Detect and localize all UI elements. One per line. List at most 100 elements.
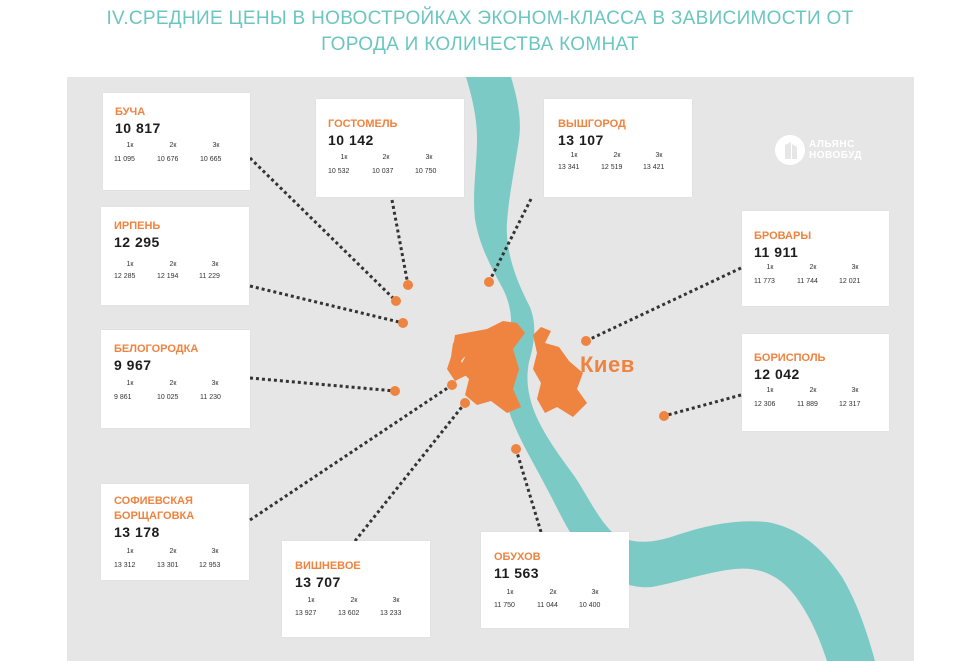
connector-line-brovary <box>585 266 742 343</box>
room-price-1: 9 861 <box>114 394 132 401</box>
room-label-1: 1к <box>766 387 774 394</box>
card-bucha: БУЧА 10 817 1к 2к 3к 11 095 10 676 10 66… <box>103 93 250 190</box>
river-dnieper <box>466 77 875 661</box>
room-label-3: 3к <box>211 261 219 268</box>
room-label-2: 2к <box>169 380 177 387</box>
kiev-city-shape <box>453 321 525 413</box>
map-graphic <box>447 77 875 661</box>
card-name-line-2: БОРЩАГОВКА <box>114 510 195 522</box>
room-label-2: 2к <box>809 387 817 394</box>
building-icon <box>775 135 805 165</box>
room-price-3: 10 400 <box>579 602 601 609</box>
room-price-1: 10 532 <box>328 168 350 175</box>
card-vishnevoe: ВИШНЕВОЕ 13 707 1к 2к 3к 13 927 13 602 1… <box>282 541 430 637</box>
room-price-2: 13 301 <box>157 562 179 569</box>
card-price: 10 817 <box>115 120 161 136</box>
location-dot-brovary <box>581 336 591 346</box>
room-price-3: 12 953 <box>199 562 221 569</box>
room-price-1: 13 341 <box>558 164 580 171</box>
room-price-1: 11 750 <box>494 602 515 609</box>
brand-line-2: НОВОБУД <box>809 150 863 161</box>
room-price-2: 12 519 <box>601 164 623 171</box>
room-price-3: 11 229 <box>199 273 220 280</box>
room-price-1: 12 306 <box>754 401 776 408</box>
location-dot-sofievskaya <box>447 380 457 390</box>
card-name: БОРИСПОЛЬ <box>754 352 826 364</box>
room-price-2: 10 676 <box>157 156 179 163</box>
location-dot-irpen <box>398 318 408 328</box>
room-label-2: 2к <box>382 154 390 161</box>
location-dot-gostomel <box>403 280 413 290</box>
room-price-1: 13 312 <box>114 562 136 569</box>
room-price-3: 12 317 <box>839 401 861 408</box>
room-label-2: 2к <box>169 142 177 149</box>
card-price: 10 142 <box>328 132 374 148</box>
room-label-2: 2к <box>549 589 557 596</box>
card-name: БУЧА <box>115 106 146 118</box>
card-name: БРОВАРЫ <box>754 230 812 242</box>
room-label-3: 3к <box>211 380 219 387</box>
room-price-2: 11 744 <box>797 278 818 285</box>
location-dot-obukhov <box>511 444 521 454</box>
room-price-1: 11 095 <box>114 156 135 163</box>
card-brovary: БРОВАРЫ 11 911 1к 2к 3к 11 773 11 744 12… <box>742 211 889 306</box>
connector-line-bucha <box>248 156 398 303</box>
card-name: БЕЛОГОРОДКА <box>114 343 199 355</box>
room-label-1: 1к <box>126 261 134 268</box>
room-label-1: 1к <box>570 152 578 159</box>
connector-line-borispol <box>663 393 742 418</box>
location-dot-vyshgorod <box>484 277 494 287</box>
room-price-1: 12 285 <box>114 273 136 280</box>
brand-logo: АЛЬЯНС НОВОБУД <box>775 135 895 169</box>
room-label-3: 3к <box>212 142 220 149</box>
card-price: 13 707 <box>295 574 341 590</box>
room-label-1: 1к <box>307 597 315 604</box>
page-title: IV.СРЕДНИЕ ЦЕНЫ В НОВОСТРОЙКАХ ЭКОНОМ-КЛ… <box>0 6 960 58</box>
card-name: ГОСТОМЕЛЬ <box>328 118 398 130</box>
card-price: 12 295 <box>114 234 160 250</box>
room-label-2: 2к <box>169 548 177 555</box>
card-price: 9 967 <box>114 357 152 373</box>
connector-line-vishnevoe <box>353 402 467 542</box>
room-label-2: 2к <box>169 261 177 268</box>
card-sofievskaya-borshchagovka: СОФИЕВСКАЯ БОРЩАГОВКА 13 178 1к 2к 3к 13… <box>101 484 249 580</box>
room-label-3: 3к <box>425 154 433 161</box>
location-dot-bucha <box>391 296 401 306</box>
card-name: ВЫШГОРОД <box>558 118 626 130</box>
title-line-2: ГОРОДА И КОЛИЧЕСТВА КОМНАТ <box>321 34 639 55</box>
connector-line-vyshgorod <box>487 198 533 283</box>
room-price-1: 11 773 <box>754 278 775 285</box>
card-belogorodka: БЕЛОГОРОДКА 9 967 1к 2к 3к 9 861 10 025 … <box>101 330 250 428</box>
room-price-3: 12 021 <box>839 278 861 285</box>
room-price-3: 11 230 <box>200 394 221 401</box>
room-price-2: 10 025 <box>157 394 179 401</box>
card-price: 11 911 <box>754 244 799 260</box>
room-label-3: 3к <box>851 264 859 271</box>
card-name: ВИШНЕВОЕ <box>295 560 361 572</box>
connector-line-belogorodka <box>249 376 396 393</box>
card-vyshgorod: ВЫШГОРОД 13 107 1к 2к 3к 13 341 12 519 1… <box>544 99 692 197</box>
connector-line-sofievskaya <box>249 383 453 522</box>
card-irpen: ИРПЕНЬ 12 295 1к 2к 3к 12 285 12 194 11 … <box>101 207 249 305</box>
room-label-2: 2к <box>809 264 817 271</box>
room-price-2: 13 602 <box>338 610 360 617</box>
room-label-3: 3к <box>591 589 599 596</box>
card-borispol: БОРИСПОЛЬ 12 042 1к 2к 3к 12 306 11 889 … <box>742 334 889 431</box>
room-price-2: 10 037 <box>372 168 394 175</box>
room-price-3: 13 233 <box>380 610 402 617</box>
connector-line-obukhov <box>514 448 543 533</box>
room-label-2: 2к <box>350 597 358 604</box>
room-price-2: 11 889 <box>797 401 818 408</box>
room-label-3: 3к <box>392 597 400 604</box>
card-price: 12 042 <box>754 366 800 382</box>
card-name: ОБУХОВ <box>494 551 541 563</box>
kiev-label: Киев <box>580 352 635 377</box>
room-label-3: 3к <box>211 548 219 555</box>
connector-lines <box>248 156 742 542</box>
card-price: 13 107 <box>558 132 604 148</box>
location-dot-belogorodka <box>390 386 400 396</box>
room-label-3: 3к <box>851 387 859 394</box>
room-price-2: 11 044 <box>537 602 558 609</box>
room-label-1: 1к <box>126 380 134 387</box>
card-name: ИРПЕНЬ <box>114 220 161 232</box>
